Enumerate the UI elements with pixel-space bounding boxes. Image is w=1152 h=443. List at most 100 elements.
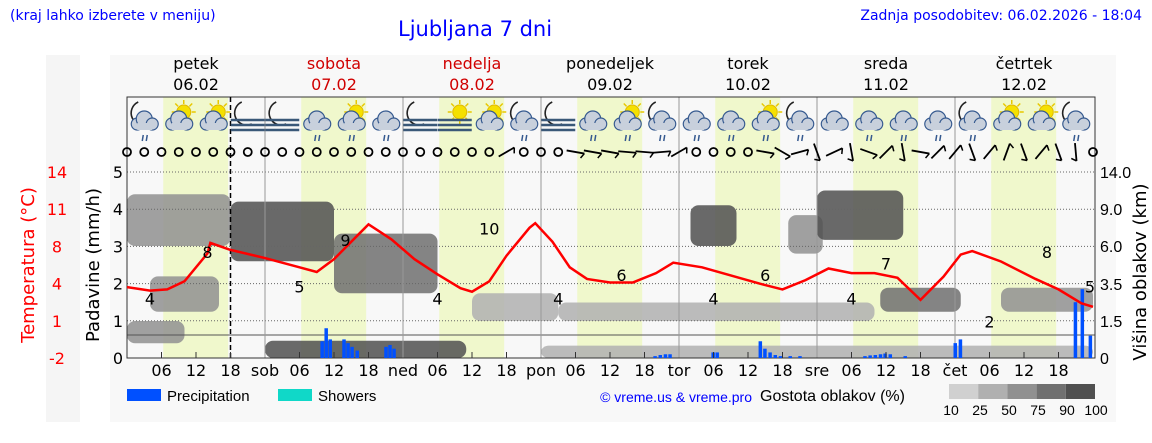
wind-barb-shaft [859, 148, 878, 156]
cloud-density-patch [558, 302, 875, 321]
precipitation-bar [355, 350, 359, 358]
wind-barb-icon [618, 150, 637, 158]
wind-barb-icon [813, 143, 821, 162]
region-hint[interactable]: (kraj lahko izberete v meniju) [10, 8, 216, 24]
cloud-base [723, 123, 739, 130]
wind-barb-icon [847, 142, 854, 162]
credit-link[interactable]: © vreme.us & vreme.pro [600, 389, 752, 405]
x-tick: 12 [1014, 361, 1034, 380]
cloud-rain-icon [579, 110, 608, 142]
day-name: petek [173, 54, 219, 73]
cloud-shape [579, 110, 608, 131]
cloud-base [482, 123, 498, 130]
wind-calm-icon [1088, 147, 1098, 157]
sun-cloud-icon [165, 100, 196, 131]
precipitation-bar [392, 348, 396, 358]
x-tick: 12 [738, 361, 758, 380]
wind-barb-flag [614, 153, 620, 159]
legend-label: Showers [318, 388, 376, 405]
temperature-label: 5 [294, 278, 304, 297]
wind-barb-flag [899, 158, 906, 162]
cloud-base [792, 123, 808, 130]
temperature-label: 2 [984, 313, 994, 332]
cloud-rain-icon [889, 110, 918, 142]
temperature-label: 8 [202, 243, 212, 262]
wind-barb-icon [911, 149, 930, 159]
x-tick: 06 [841, 361, 861, 380]
wind-calm-icon [484, 147, 495, 157]
temperature-label: 4 [145, 289, 155, 308]
cloud-base [654, 123, 670, 130]
wind-calm-icon [398, 147, 408, 157]
wind-calm-icon [122, 147, 132, 157]
cloud-rain-icon [717, 110, 746, 142]
cloud-rain-icon [303, 110, 332, 142]
day-name: četrtek [996, 54, 1054, 73]
day-name: sobota [307, 54, 361, 73]
sun-ray [347, 102, 352, 107]
x-tick-day: ned [388, 361, 418, 380]
wind-barb-shaft [618, 150, 637, 154]
wind-barb-flag [685, 147, 688, 154]
rain-drop [594, 134, 597, 142]
rain-drop [318, 134, 321, 142]
cloud-base [1068, 123, 1084, 130]
cloud-shape [958, 110, 987, 131]
legend-label: Precipitation [167, 388, 250, 405]
wind-barb-shaft [930, 144, 945, 160]
moon-cloud-rain-icon [509, 101, 539, 142]
x-tick: 18 [772, 361, 792, 380]
x-tick: 18 [496, 361, 516, 380]
wind-barb-icon [948, 144, 964, 160]
wind-calm-icon [553, 147, 564, 157]
wind-barb-icon [1070, 142, 1078, 162]
wind-barb-flag [667, 150, 672, 157]
day-name: sreda [864, 54, 908, 73]
day-name: torek [727, 54, 769, 73]
precipitation-bar [868, 355, 872, 358]
moon-shape [406, 101, 425, 126]
cloud-shape [303, 110, 332, 131]
temperature-label: 7 [881, 254, 891, 273]
wind-barb-flag [841, 148, 844, 155]
precip-axis-tick: 1 [113, 312, 123, 331]
x-tick: 12 [876, 361, 896, 380]
cloud-shape [475, 110, 504, 131]
cloud-height-axis-tick: 3.5 [1100, 277, 1122, 294]
temperature-axis-label: Temperatura (°C) [17, 187, 39, 343]
rain-drop [732, 134, 735, 142]
sun-cloud-icon [475, 100, 507, 131]
cloud-base [999, 123, 1015, 130]
temperature-label: 6 [616, 266, 626, 285]
cloud-rain-icon [682, 110, 711, 142]
cloud-shape [993, 110, 1022, 131]
cloud-shape [855, 110, 884, 131]
wind-barb-shaft [948, 144, 962, 160]
rain-drop [1073, 134, 1076, 142]
cloud-shape [372, 110, 401, 131]
daylight-band [991, 97, 1057, 358]
sun-cloud-rain-icon [613, 100, 645, 142]
precipitation-bar [763, 348, 767, 358]
wind-barb-icon [930, 144, 947, 160]
moon-shape [268, 101, 287, 126]
cloud-density-patch [150, 276, 219, 312]
precipitation-bar [350, 346, 354, 358]
sun-ray [623, 102, 628, 107]
wind-barb-icon [774, 146, 791, 160]
page-title: Ljubljana 7 dni [398, 17, 553, 41]
wind-barb-icon [1020, 143, 1028, 162]
sun-ray [1002, 102, 1007, 107]
x-tick: 06 [703, 361, 723, 380]
rain-drop [693, 134, 696, 142]
sun-cloud-rain-icon [751, 100, 783, 142]
precipitation-bar [320, 341, 324, 358]
x-tick: 18 [358, 361, 378, 380]
wind-barb-icon [859, 148, 878, 160]
wind-barb-shaft [790, 148, 809, 156]
wind-barb-shaft [813, 143, 821, 161]
moon-shape [544, 101, 563, 126]
cloud-density-patch [472, 293, 559, 321]
precipitation-bar [653, 356, 657, 358]
x-tick-day: tor [668, 361, 691, 380]
